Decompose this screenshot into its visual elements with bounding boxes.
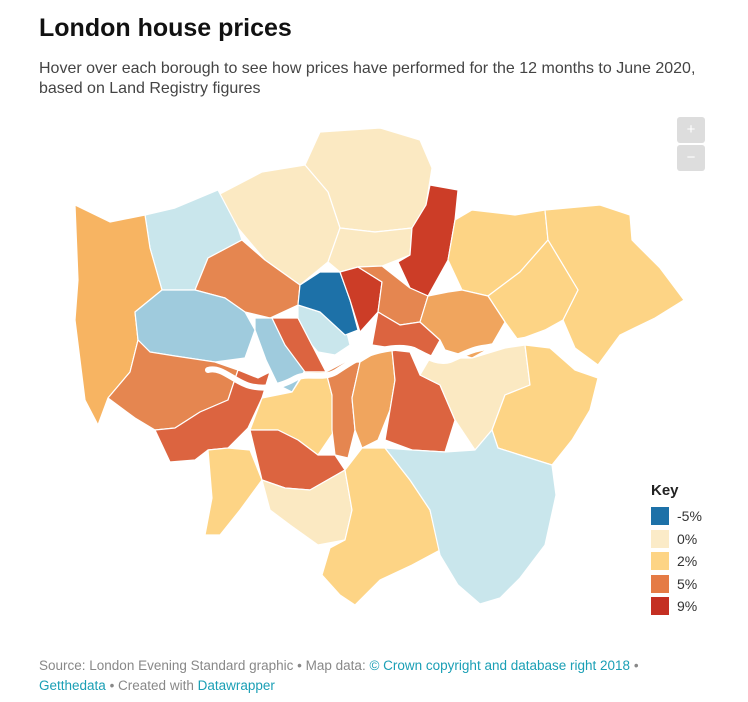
legend-swatch <box>651 552 669 571</box>
source-text: Source: London Evening Standard graphic … <box>39 658 370 673</box>
datawrapper-link[interactable]: Datawrapper <box>197 678 275 693</box>
legend-item: 2% <box>651 550 702 573</box>
legend-swatch <box>651 574 669 593</box>
legend-item: 9% <box>651 595 702 618</box>
legend-title: Key <box>651 482 679 499</box>
legend-label: -5% <box>677 508 702 525</box>
borough-richmond[interactable] <box>154 369 271 463</box>
legend-item: 5% <box>651 573 702 596</box>
copyright-link[interactable]: © Crown copyright and database right 201… <box>369 658 631 673</box>
page-subtitle: Hover over each borough to see how price… <box>39 60 696 97</box>
borough-bromley[interactable] <box>384 429 557 605</box>
borough-ealing[interactable] <box>134 289 256 363</box>
page-title: London house prices <box>39 14 292 42</box>
legend-swatch <box>651 507 669 526</box>
legend-label: 2% <box>677 553 698 570</box>
separator: • <box>630 658 639 673</box>
legend-item: 0% <box>651 528 702 551</box>
borough-camden[interactable] <box>297 271 359 336</box>
river-thames <box>205 336 591 391</box>
legend-swatch <box>651 529 669 548</box>
legend-item: -5% <box>651 505 702 528</box>
legend-label: 9% <box>677 598 698 615</box>
getthedata-link[interactable]: Getthedata <box>39 678 106 693</box>
footer-credits: Source: London Evening Standard graphic … <box>39 656 699 696</box>
map-legend: Key -5% 0% 2% 5% 9% <box>651 482 702 618</box>
borough-kingston[interactable] <box>204 447 263 536</box>
zoom-out-button[interactable]: − <box>677 145 705 171</box>
created-text: • Created with <box>105 678 198 693</box>
legend-label: 0% <box>677 530 698 547</box>
zoom-in-button[interactable]: + <box>677 117 705 143</box>
legend-swatch <box>651 597 669 616</box>
legend-label: 5% <box>677 575 698 592</box>
